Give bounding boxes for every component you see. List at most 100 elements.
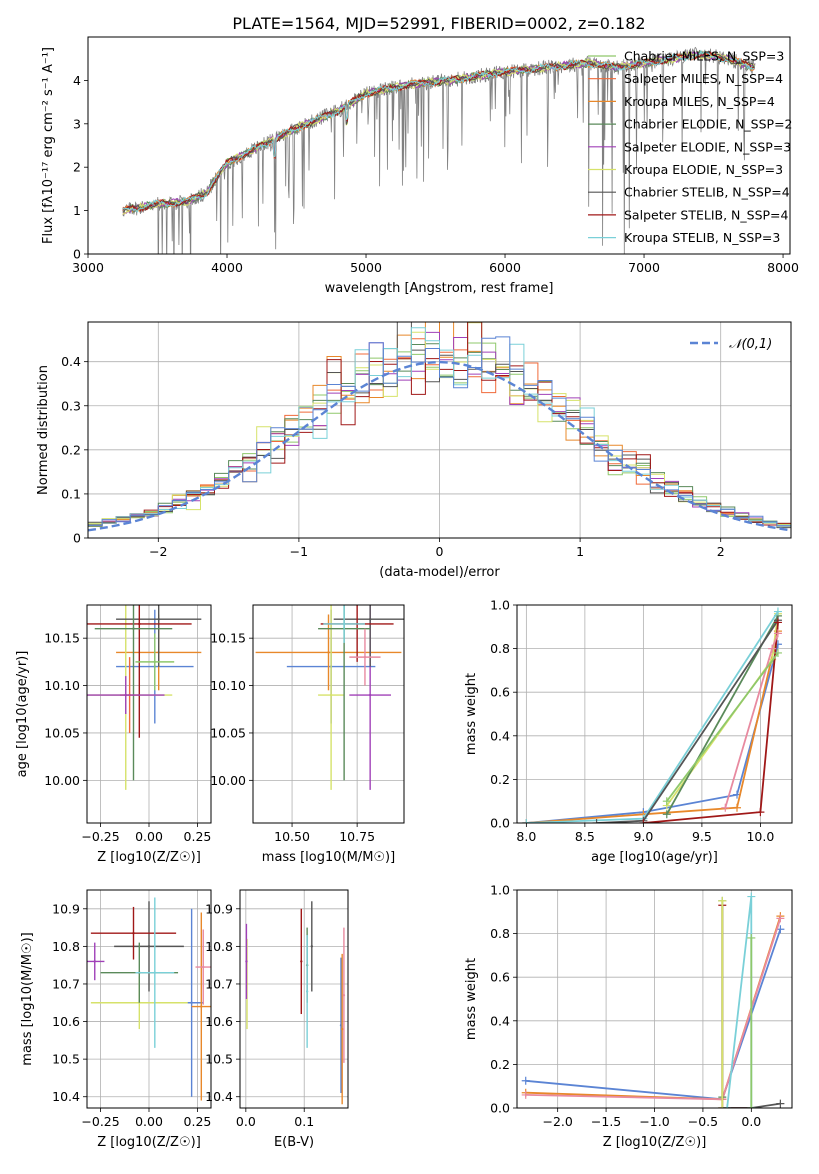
model-spectrum-line [122, 50, 755, 215]
y-tick-label: 0.4 [490, 728, 510, 743]
normal-curve-line [88, 360, 791, 532]
mass_weight_vs_age-axes: 8.0 8.5 9.0 9.5 10.0 0.0 0.2 0.4 0.6 0.8 1.0 age [l… [464, 598, 792, 865]
y-tick-label: 1 [73, 203, 81, 218]
y-tick-label: 0.3 [61, 398, 81, 413]
legend-entry-label: Kroupa STELIB, N_SSP=3 [624, 230, 780, 245]
mass_vs_Z-frame [86, 889, 212, 1109]
data-point [342, 994, 346, 997]
x-axis-label: wavelength [Angstrom, rest frame] [325, 281, 554, 296]
plus-marker [773, 618, 782, 627]
mass_weight_vs_Z-frame [516, 889, 793, 1109]
plus-marker [718, 896, 727, 905]
data-point [342, 622, 346, 626]
legend-entry-label: Salpeter MILES, N_SSP=4 [624, 71, 783, 86]
y-tick-label: 10.9 [205, 901, 233, 916]
y-axis-label: mass weight [464, 673, 479, 755]
y-tick-label: 10.8 [52, 939, 80, 954]
plus-marker [773, 607, 782, 616]
age_vs_mass-points [255, 605, 404, 790]
y-tick-label: 0.8 [490, 641, 510, 656]
y-tick-label: 0.1 [61, 486, 81, 501]
plus-marker [639, 819, 648, 823]
legend-entry-label: Kroupa MILES, N_SSP=4 [624, 94, 775, 109]
x-axis-label: Z [log10(Z/Z☉)] [97, 850, 201, 865]
y-tick-label: 0.2 [61, 442, 81, 457]
y-tick-label: 0.0 [490, 1101, 510, 1116]
y-tick-label: 0.6 [490, 685, 510, 700]
mass-weight-line [666, 613, 779, 807]
x-tick-label: −0.5 [688, 1114, 718, 1129]
x-tick-label: 10.50 [274, 829, 310, 844]
y-tick-label: 10.6 [205, 1014, 233, 1029]
y-tick-label: 0.4 [61, 354, 81, 369]
data-point [202, 965, 205, 969]
x-tick-label: −2 [149, 544, 167, 559]
x-tick-label: −1.0 [639, 1114, 669, 1129]
data-point [300, 960, 303, 963]
data-point [363, 655, 367, 659]
legend-entry-label: Chabrier ELODIE, N_SSP=2 [624, 117, 793, 132]
data-point [138, 622, 141, 626]
y-tick-label: 0.6 [490, 970, 510, 985]
x-tick-label: 1 [576, 544, 584, 559]
mass-weight-line [525, 918, 782, 1101]
age_vs_Z-frame [86, 604, 212, 824]
x-axis-label: E(B-V) [274, 1135, 314, 1150]
mass_weight_vs_age-lines [522, 607, 782, 823]
y-tick-label: 1.0 [490, 598, 510, 613]
model-spectrum-line [122, 49, 755, 213]
data-point [200, 1005, 203, 1008]
spectrum-axes: 3000 4000 5000 6000 7000 8000 0 1 2 3 4 wavelength … [41, 47, 799, 296]
y-tick-label: 3 [73, 116, 81, 131]
y-tick-label: 10.4 [205, 1089, 233, 1104]
x-tick-label: 9.0 [633, 829, 653, 844]
x-tick-label: −2.0 [542, 1114, 572, 1129]
legend-entry-label: Chabrier STELIB, N_SSP=4 [624, 185, 790, 200]
plus-marker [718, 1104, 727, 1108]
residuals-frame [87, 321, 792, 539]
x-axis-label: (data-model)/error [379, 565, 500, 580]
y-tick-label: 10.00 [44, 773, 80, 788]
plus-marker [747, 933, 756, 942]
y-tick-label: 0 [73, 531, 81, 546]
age_vs_mass-frame [252, 604, 405, 824]
x-axis-label: age [log10(age/yr)] [591, 850, 718, 865]
plus-marker [747, 892, 756, 901]
x-tick-label: 0.00 [135, 829, 163, 844]
legend-entry-label: Chabrier MILES, N_SSP=3 [624, 49, 784, 64]
figure-title: PLATE=1564, MJD=52991, FIBERID=0002, z=0… [232, 14, 645, 33]
y-tick-label: 4 [73, 73, 81, 88]
data-point [147, 945, 151, 948]
residual-histogram-line [88, 322, 791, 527]
y-tick-label: 10.15 [210, 631, 246, 646]
plus-marker [592, 819, 601, 823]
y-tick-label: 10.5 [205, 1052, 233, 1067]
x-tick-label: −1.5 [591, 1114, 621, 1129]
y-tick-label: 10.15 [44, 631, 80, 646]
mass-weight-line [726, 896, 753, 1108]
mass_vs_EBV-frame [239, 889, 349, 1109]
y-tick-label: 10.7 [205, 976, 233, 991]
y-tick-label: 1.0 [490, 883, 510, 898]
mass_vs_Z-points [87, 897, 211, 1101]
data-point [310, 945, 314, 948]
legend-entry-label: 𝒩(0,1) [729, 337, 772, 352]
plus-marker [768, 644, 777, 653]
data-point [153, 660, 157, 664]
plus-marker [756, 808, 765, 817]
y-tick-label: 0.2 [490, 1057, 510, 1072]
y-axis-label: mass [log10(M/M☉)] [20, 932, 35, 1065]
plus-marker [662, 810, 671, 819]
residual-histogram-line [88, 327, 791, 527]
plus-marker [776, 914, 785, 923]
x-tick-label: 10.75 [339, 829, 375, 844]
data-point [340, 1027, 344, 1031]
y-tick-label: 10.00 [210, 773, 246, 788]
mass-weight-line [525, 928, 782, 1101]
plus-marker [521, 1090, 530, 1099]
x-tick-label: 2 [717, 544, 725, 559]
y-axis-label: mass weight [464, 958, 479, 1040]
data-point [124, 693, 127, 697]
chart-layer: 3000 4000 5000 6000 7000 8000 0 1 2 3 4 wavelength … [15, 36, 799, 1150]
